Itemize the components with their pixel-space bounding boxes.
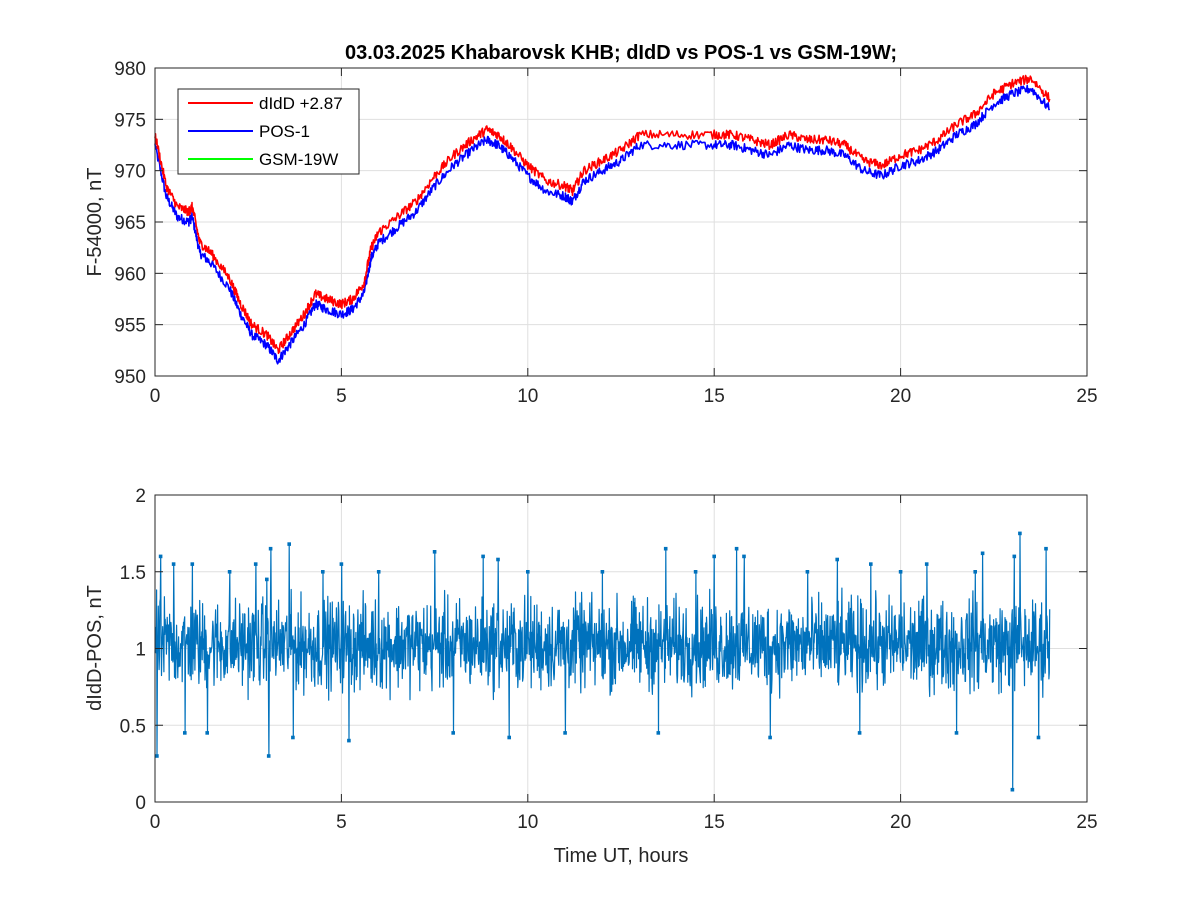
spike-marker: [924, 562, 929, 566]
spike-marker: [656, 731, 661, 735]
bottom-y-tick-label: 1.5: [120, 563, 146, 584]
spike-marker: [432, 550, 437, 554]
spike-marker: [291, 735, 295, 740]
top-y-tick-label: 960: [114, 264, 146, 285]
spike-marker: [253, 562, 258, 566]
spike-marker: [266, 754, 271, 758]
spike-marker: [805, 570, 810, 574]
spike-marker: [869, 562, 873, 566]
spike-marker: [190, 562, 195, 566]
spike-marker: [980, 551, 985, 556]
legend-label-gsm19w: GSM-19W: [259, 150, 338, 169]
series-line-didd: [154, 74, 1051, 355]
bottom-x-axis-label: Time UT, hours: [554, 845, 689, 867]
spike-marker: [954, 731, 959, 735]
spike-marker: [496, 557, 500, 562]
series-line-pos1: [154, 84, 1051, 365]
bottom-y-tick-label: 0.5: [120, 716, 146, 737]
spike-marker: [1044, 546, 1048, 551]
top-plot-panel: 0 5 10 15 20 25 950 955 960 965 970 975 980 03.03.20…: [84, 42, 1098, 407]
spike-marker: [835, 557, 839, 562]
top-x-tick-label: 25: [1076, 386, 1097, 407]
spike-marker: [1036, 735, 1041, 740]
spike-marker: [376, 570, 381, 574]
legend-label-pos1: POS-1: [259, 122, 310, 141]
spike-marker: [268, 546, 273, 551]
top-y-tick-label: 950: [114, 367, 146, 388]
spike-marker: [663, 546, 668, 551]
spike-marker: [265, 577, 269, 582]
spike-marker: [347, 738, 351, 743]
spike-marker: [171, 562, 176, 566]
top-y-tick-label: 980: [114, 59, 146, 80]
top-chart-title: 03.03.2025 Khabarovsk KHB; dIdD vs POS-1…: [345, 42, 897, 64]
top-x-tick-label: 15: [704, 386, 725, 407]
bottom-x-tick-label: 25: [1076, 812, 1097, 833]
bottom-y-tick-label: 2: [135, 486, 146, 507]
spike-marker: [451, 731, 455, 735]
bottom-x-tick-label: 10: [517, 812, 538, 833]
top-x-tick-label: 5: [336, 386, 347, 407]
bottom-x-tick-label: 15: [704, 812, 725, 833]
spike-marker: [227, 570, 232, 574]
spike-marker: [898, 570, 903, 574]
spike-marker: [1010, 787, 1015, 792]
spike-marker: [205, 731, 209, 735]
spike-marker: [526, 570, 530, 574]
spike-marker: [742, 554, 746, 559]
bottom-series-group: [154, 531, 1051, 792]
top-x-tick-label: 20: [890, 386, 911, 407]
spike-marker: [857, 731, 862, 735]
spike-marker: [712, 554, 716, 559]
spike-marker: [768, 735, 772, 740]
spike-marker: [339, 562, 344, 566]
spike-marker: [1018, 531, 1022, 536]
top-series-group: [154, 74, 1051, 365]
legend: dIdD +2.87 POS-1 GSM-19W: [177, 88, 360, 175]
spike-marker: [693, 570, 698, 574]
spike-marker: [158, 554, 163, 559]
bottom-tick-labels: 0 5 10 15 20 25 0 0.5 1 1.5 2: [120, 486, 1098, 833]
bottom-y-tick-label: 1: [135, 640, 146, 661]
bottom-x-tick-label: 5: [336, 812, 347, 833]
top-y-tick-label: 975: [114, 110, 146, 131]
bottom-x-tick-label: 20: [890, 812, 911, 833]
top-y-tick-label: 965: [114, 213, 146, 234]
bottom-y-axis-label: dIdD-POS, nT: [84, 585, 106, 711]
spike-marker: [183, 731, 187, 735]
spike-marker: [734, 546, 739, 551]
spike-marker: [1012, 554, 1017, 559]
bottom-plot-panel: 0 5 10 15 20 25 0 0.5 1 1.5 2 dIdD-POS, nT Time UT…: [84, 486, 1098, 867]
top-x-tick-label: 10: [517, 386, 538, 407]
top-y-axis-label: F-54000, nT: [84, 168, 106, 277]
spike-marker: [287, 542, 291, 546]
spike-marker: [321, 570, 325, 574]
legend-label-didd: dIdD +2.87: [259, 94, 343, 113]
top-y-tick-label: 970: [114, 162, 146, 183]
spike-marker: [155, 754, 159, 758]
spike-marker: [481, 554, 485, 559]
spike-marker: [507, 735, 511, 740]
top-tick-labels: 0 5 10 15 20 25 950 955 960 965 970 975 980: [114, 59, 1097, 407]
spike-marker: [973, 570, 977, 574]
top-x-tick-label: 0: [150, 386, 161, 407]
top-y-tick-label: 955: [114, 316, 146, 337]
spike-marker: [563, 731, 567, 735]
bottom-x-tick-label: 0: [150, 812, 161, 833]
bottom-y-tick-label: 0: [135, 793, 146, 814]
spike-marker: [600, 570, 605, 574]
